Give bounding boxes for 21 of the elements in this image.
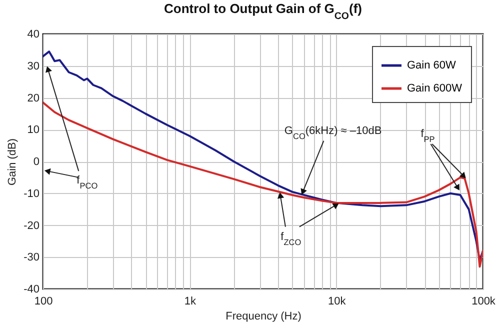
y-axis-title: Gain (dB) <box>6 138 19 186</box>
y-tick-label: 40 <box>27 28 40 40</box>
annotation: f$_{ZCO}$ <box>280 231 302 247</box>
legend-label: Gain 600W <box>407 82 463 94</box>
chart-title: Control to Output Gain of G$_{CO}$(f) <box>164 1 362 22</box>
x-axis-title: Frequency (Hz) <box>226 310 302 322</box>
y-tick-label: -10 <box>24 188 40 200</box>
legend-label: Gain 60W <box>407 60 457 72</box>
y-tick-label: 20 <box>27 92 40 104</box>
x-tick-label: 100 <box>34 296 53 308</box>
x-tick-label: 10k <box>328 296 346 308</box>
x-tick-label: 100k <box>472 296 496 308</box>
y-tick-label: 30 <box>27 60 40 72</box>
annotation: f$_{PP}$ <box>420 128 436 144</box>
y-tick-label: -40 <box>24 284 40 296</box>
x-tick-label: 1k <box>184 296 196 308</box>
y-tick-label: 10 <box>27 124 40 136</box>
y-tick-label: -30 <box>24 252 40 264</box>
y-tick-label: 0 <box>33 156 40 168</box>
y-tick-label: -20 <box>24 220 40 232</box>
annotation: G$_{CO}$(6kHz) ≈ –10dB <box>284 124 382 140</box>
